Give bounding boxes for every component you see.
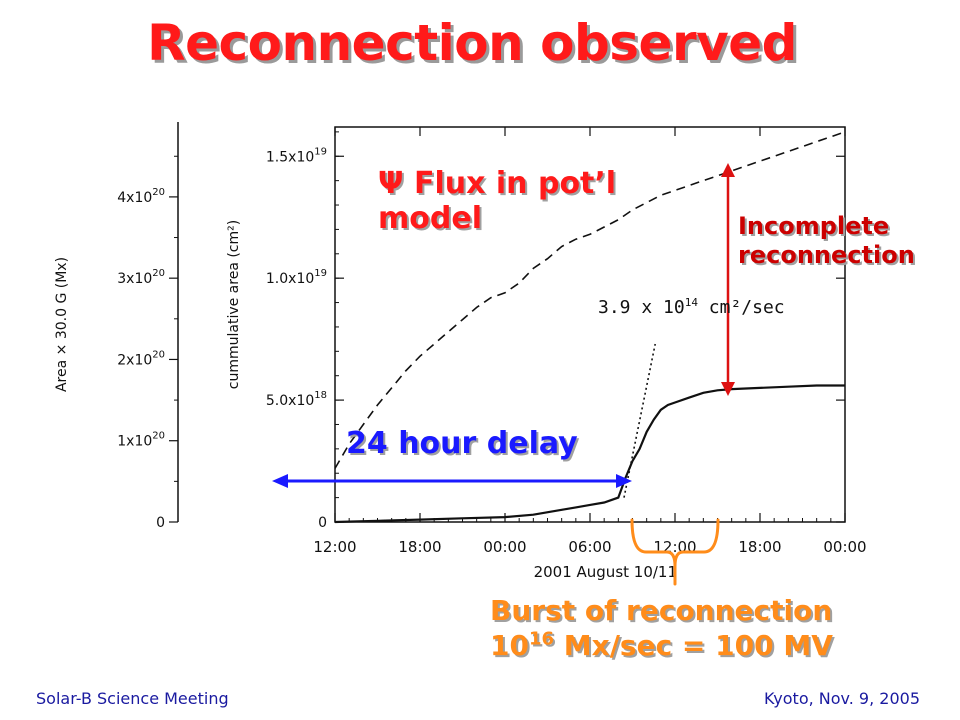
y2-tick-label-4: 4x1020 xyxy=(117,187,165,206)
series-line-dashed xyxy=(334,131,846,469)
y2-tick-label-2: 2x1020 xyxy=(117,349,165,368)
x-tick-label-5: 18:00 xyxy=(738,538,781,556)
rate-exponent: 14 xyxy=(684,296,698,309)
burst-line-1: Burst of reconnection xyxy=(490,594,833,627)
y-tick-label-0: 0 xyxy=(318,515,327,531)
y-tick-label-1: 5.0x1018 xyxy=(266,390,327,409)
rate-base: 3.9 x 10 xyxy=(598,297,685,318)
burst-rate-base: 10 xyxy=(490,629,529,662)
x-tick-label-2: 00:00 xyxy=(483,538,526,556)
flux-model-text: Flux in pot’l model xyxy=(378,166,617,237)
incomplete-arrow-head-bottom xyxy=(721,382,735,396)
x-tick-label-1: 18:00 xyxy=(398,538,441,556)
incomplete-reconnection-label: Incomplete reconnection xyxy=(738,212,915,270)
y-tick-label-3: 1.5x1019 xyxy=(266,146,327,165)
y2-tick-label-3: 3x1020 xyxy=(117,268,165,287)
incomplete-arrow-head-top xyxy=(721,163,735,177)
psi-symbol: Ψ xyxy=(378,166,404,201)
incomplete-line-2: reconnection xyxy=(738,240,915,269)
incomplete-line-1: Incomplete xyxy=(738,212,890,240)
rate-label: 3.9 x 1014 cm²/sec xyxy=(598,296,785,318)
rate-unit: cm²/sec xyxy=(697,297,785,318)
footer-date: Kyoto, Nov. 9, 2005 xyxy=(763,689,920,708)
y-tick-label-2: 1.0x1019 xyxy=(266,268,327,287)
series-line-dotted xyxy=(623,343,656,498)
burst-label: Burst of reconnection 1016 Mx/sec = 100 … xyxy=(490,593,833,663)
x-tick-label-6: 00:00 xyxy=(823,538,866,556)
delay-label: 24 hour delay xyxy=(346,426,578,461)
flux-model-label: Ψ Flux in pot’l model xyxy=(378,166,648,237)
slide-title: Reconnection observed xyxy=(147,14,797,72)
burst-line-2: 1016 Mx/sec = 100 MV xyxy=(490,628,833,663)
delay-arrow-head-right xyxy=(616,474,632,488)
x-tick-label-0: 12:00 xyxy=(313,538,356,556)
x-axis-label: 2001 August 10/11 xyxy=(534,563,677,581)
y2-axis-label: Area × 30.0 G (Mx) xyxy=(54,257,70,392)
burst-brace xyxy=(630,518,720,586)
delay-arrow-head-left xyxy=(272,474,288,488)
x-tick-label-3: 06:00 xyxy=(568,538,611,556)
y-axis-label: cummulative area (cm²) xyxy=(226,220,242,389)
footer-meeting: Solar-B Science Meeting xyxy=(36,689,229,708)
y2-tick-label-1: 1x1020 xyxy=(117,431,165,450)
burst-rate-rest: Mx/sec = 100 MV xyxy=(554,629,833,662)
y2-tick-label-0: 0 xyxy=(156,515,165,531)
burst-rate-exponent: 16 xyxy=(528,628,555,650)
